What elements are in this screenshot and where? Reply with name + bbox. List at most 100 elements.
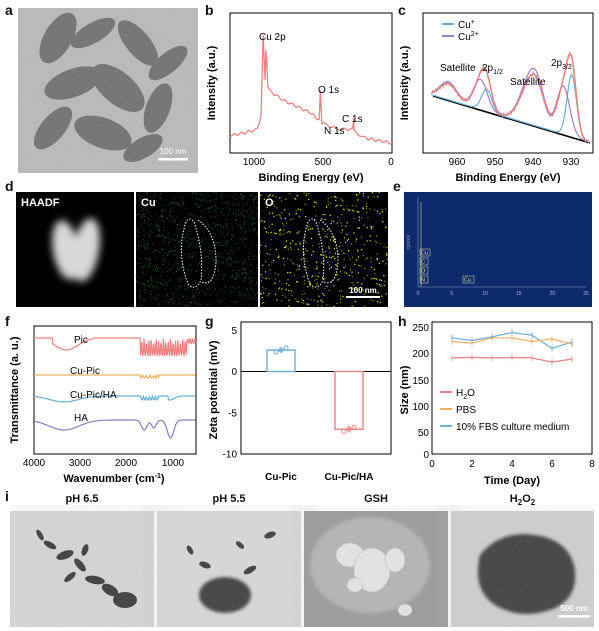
eds-label-cu-l: Cu [421, 251, 428, 257]
series-label-cupic: Cu-Pic [70, 366, 100, 377]
ylabel-h: Size (nm) [399, 365, 411, 414]
scale-bar-d: 100 nm [349, 286, 377, 295]
panel-label-c: c [398, 2, 406, 18]
panel-label-f: f [5, 313, 10, 329]
eds-mapping-d: HAADF Cu O 100 nm [16, 192, 388, 307]
tick-b-0: 0 [388, 157, 394, 168]
tick-b-1000: 1000 [243, 157, 266, 168]
ytick-g-0: 0 [231, 367, 237, 378]
ylabel-f: Transmittance (a. u.) [9, 336, 21, 443]
ytick-g-m10: -10 [223, 450, 238, 461]
tick-b-500: 500 [315, 157, 332, 168]
tick-e-10: 10 [482, 291, 488, 297]
series-f-cupicha [34, 393, 196, 403]
category-cupicha: Cu-Pic/HA [325, 472, 374, 483]
ytick-h-0: 0 [423, 450, 429, 461]
category-cupic: Cu-Pic [265, 472, 297, 483]
legend-h2o: H2O [456, 388, 475, 401]
tick-c-930: 930 [563, 157, 580, 168]
xlabel-f: Wavenumber (cm-1) [63, 473, 165, 485]
series-label-cupicha: Cu-Pic/HA [70, 390, 117, 401]
chart-h: Size (nm) Time (Day) 250 200 150 100 50 … [399, 321, 595, 487]
xlabel-c: Binding Energy (eV) [455, 172, 560, 183]
xtick-h-6: 6 [549, 459, 555, 470]
ytick-h-50: 50 [418, 428, 430, 439]
series-f-cupic [34, 373, 196, 380]
panel-label-d: d [5, 178, 14, 194]
ytick-h-100: 100 [412, 402, 429, 413]
bar-cupicha [334, 370, 364, 430]
xtick-h-2: 2 [469, 459, 475, 470]
eds-label-cu-k: Cu [464, 278, 471, 284]
eds-spectrum-e: cps/eV 0 5 10 15 20 25 Cu C O N Cu [404, 192, 592, 307]
eds-label-c: C [421, 260, 425, 266]
series-f-pic [34, 337, 197, 358]
peak-label-c1s: C 1s [342, 114, 363, 125]
label-haadf: HAADF [21, 197, 60, 209]
chart-b: Intensity (a.u.) Binding Energy (eV) 100… [206, 12, 394, 183]
ylabel-g: Zeta potential (mV) [208, 340, 220, 439]
series-f-ha [33, 419, 196, 439]
tick-e-15: 15 [516, 291, 522, 297]
chart-g: Zeta potential (mV) 5 0 -5 -10 Cu-Pic Cu… [208, 321, 392, 483]
tem-conditions-i: 500 nm [10, 511, 594, 627]
panel-label-e: e [393, 178, 401, 194]
eds-label-n: N [421, 278, 425, 284]
legend-cu1: Cu+ [458, 19, 475, 31]
label-h2o2: H2O2 [509, 493, 536, 508]
series-b-survey [229, 34, 393, 145]
series-c-cu1 [431, 73, 590, 143]
panel-label-b: b [205, 2, 214, 18]
cu-map-dots [135, 192, 259, 307]
panel-label-i: i [5, 488, 9, 504]
xtick-h-0: 0 [429, 459, 435, 470]
tem-image-a: 100 nm [18, 8, 198, 173]
tick-c-960: 960 [449, 157, 466, 168]
ytick-h-250: 250 [412, 323, 429, 334]
tick-f-1000: 1000 [162, 458, 185, 469]
panel-label-a: a [5, 2, 13, 18]
tick-c-940: 940 [525, 157, 542, 168]
annot-2p32: 2p3/2 [551, 58, 572, 71]
ytick-h-200: 200 [412, 349, 429, 360]
legend-pbs: PBS [456, 405, 476, 416]
annot-satellite-2: Satellite [510, 77, 546, 88]
tick-f-3000: 3000 [69, 458, 92, 469]
label-ph65-top: pH 6.5 [65, 493, 99, 505]
tick-f-4000: 4000 [23, 458, 46, 469]
label-o: O [265, 197, 274, 209]
data-point-g [351, 424, 357, 430]
series-label-ha: HA [74, 413, 88, 424]
ytick-h-150: 150 [412, 376, 429, 387]
ytick-g-m5: -5 [228, 408, 237, 419]
tick-e-20: 20 [550, 291, 556, 297]
label-gsh: GSH [364, 493, 388, 505]
o-map-dots [259, 192, 388, 307]
annot-2p12: 2p1/2 [482, 63, 503, 76]
xlabel-b: Binding Energy (eV) [258, 172, 363, 183]
peak-label-n1s: N 1s [324, 126, 345, 137]
ytick-g-5: 5 [231, 326, 237, 337]
ylabel-c: Intensity (a.u.) [399, 45, 411, 120]
xlabel-h: Time (Day) [484, 475, 540, 487]
label-ph55: pH 5.5 [212, 493, 246, 505]
scale-bar-i: 500 nm [560, 604, 588, 613]
tick-e-0: 0 [417, 291, 420, 297]
xtick-h-8: 8 [589, 459, 595, 470]
ylabel-e: cps/eV [406, 234, 412, 250]
series-c-fit [431, 53, 590, 143]
legend-cu2: Cu2+ [458, 31, 479, 43]
annot-satellite-1: Satellite [440, 63, 476, 74]
peak-label-cu2p: Cu 2p [259, 32, 286, 43]
legend-fbs: 10% FBS culture medium [456, 422, 569, 433]
tick-c-950: 950 [487, 157, 504, 168]
panel-label-g: g [205, 313, 214, 329]
series-label-pic: Pic [74, 335, 88, 346]
tick-e-5: 5 [450, 291, 453, 297]
xtick-h-4: 4 [509, 459, 515, 470]
peak-label-o1s: O 1s [318, 85, 339, 96]
chart-c: Intensity (a.u.) Binding Energy (eV) 960… [399, 12, 594, 183]
tick-f-2000: 2000 [115, 458, 138, 469]
tick-e-25: 25 [583, 291, 589, 297]
data-point-g [341, 428, 347, 434]
